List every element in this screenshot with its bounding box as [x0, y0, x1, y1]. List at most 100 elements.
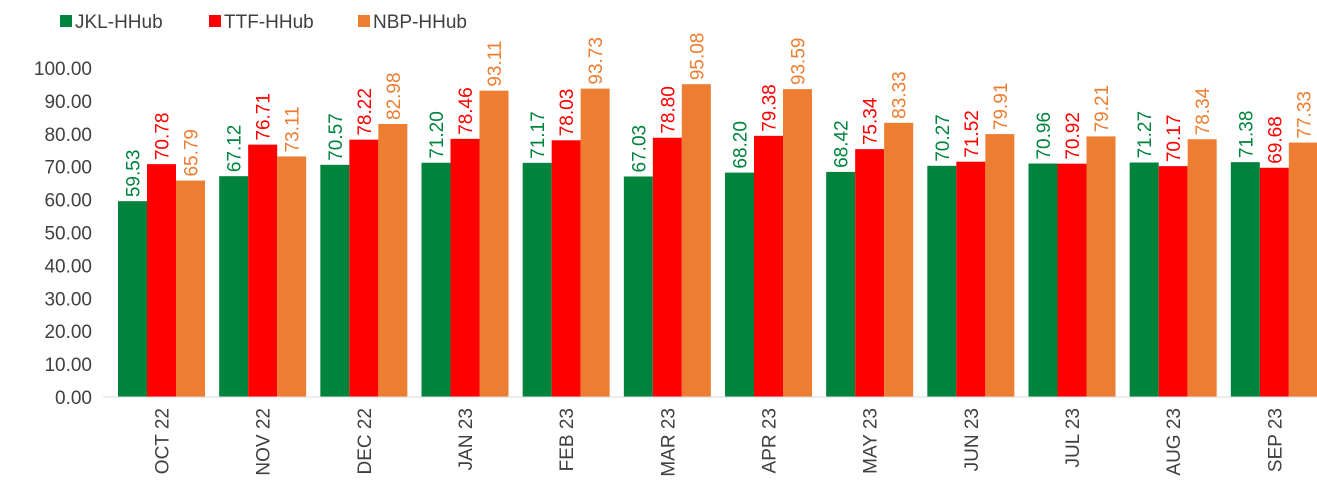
data-label: 70.96 — [1034, 112, 1055, 160]
bar-jkl-hhub-dec-22 — [320, 164, 350, 397]
bar-jkl-hhub-may-23 — [826, 171, 856, 397]
data-label: 93.11 — [485, 41, 506, 87]
y-tick-label: 0.00 — [55, 388, 92, 409]
bar-ttf-hhub-jun-23 — [956, 161, 986, 397]
x-tick-label: AUG 23 — [1164, 408, 1185, 476]
data-label: 78.80 — [658, 86, 679, 134]
y-tick-label: 30.00 — [44, 289, 92, 310]
bar-jkl-hhub-jun-23 — [927, 165, 957, 397]
bar-nbp-hhub-aug-23 — [1187, 139, 1217, 397]
data-label: 69.68 — [1265, 116, 1286, 164]
data-label: 78.22 — [355, 88, 376, 136]
bar-jkl-hhub-mar-23 — [623, 176, 653, 397]
bar-ttf-hhub-nov-22 — [248, 144, 278, 397]
data-label: 68.20 — [731, 121, 752, 169]
legend-item-nbp-hhub: NBP-HHub — [358, 12, 467, 33]
y-tick-label: 50.00 — [44, 224, 92, 245]
x-tick-label: JAN 23 — [456, 408, 477, 470]
bar-jkl-hhub-aug-23 — [1129, 162, 1159, 397]
data-label: 70.17 — [1164, 115, 1185, 163]
legend: JKL-HHub TTF-HHub NBP-HHub — [60, 12, 467, 33]
data-label: 65.79 — [182, 129, 203, 177]
bar-ttf-hhub-oct-22 — [147, 164, 176, 397]
bar-jkl-hhub-jul-23 — [1028, 163, 1058, 397]
data-label: 70.57 — [326, 113, 347, 161]
data-label: 78.46 — [456, 87, 477, 135]
data-label: 59.53 — [124, 150, 145, 198]
x-tick-label: NOV 22 — [254, 408, 275, 476]
bar-ttf-hhub-jul-23 — [1057, 163, 1087, 397]
x-tick-label: FEB 23 — [557, 408, 578, 471]
data-label: 75.34 — [861, 97, 882, 145]
bar-ttf-hhub-dec-22 — [349, 139, 379, 398]
y-tick-label: 80.00 — [44, 125, 92, 146]
y-tick-label: 60.00 — [44, 191, 92, 212]
data-label: 70.78 — [153, 113, 174, 161]
data-label: 79.91 — [991, 83, 1012, 131]
data-label: 76.71 — [254, 93, 275, 141]
legend-item-jkl-hhub: JKL-HHub — [60, 12, 163, 33]
data-label: 68.42 — [832, 120, 853, 168]
legend-label: JKL-HHub — [75, 12, 163, 33]
x-tick-label: JUN 23 — [962, 408, 983, 471]
bar-nbp-hhub-oct-22 — [176, 180, 205, 397]
x-tick-label: APR 23 — [760, 408, 781, 473]
bar-ttf-hhub-jan-23 — [450, 138, 480, 398]
x-tick-label: MAR 23 — [658, 408, 679, 477]
bar-nbp-hhub-jul-23 — [1086, 136, 1116, 397]
bar-ttf-hhub-may-23 — [855, 149, 885, 397]
bar-jkl-hhub-oct-22 — [118, 201, 147, 397]
x-tick-label: JUL 23 — [1063, 408, 1084, 468]
bar-jkl-hhub-apr-23 — [725, 172, 754, 397]
legend-label: TTF-HHub — [224, 12, 314, 33]
data-label: 71.20 — [427, 111, 448, 159]
y-axis: 0.00 10.00 20.00 30.00 40.00 50.00 60.00 70.00 8… — [34, 59, 92, 409]
data-label: 79.21 — [1092, 85, 1113, 133]
x-tick-label: DEC 22 — [355, 408, 376, 475]
x-tick-label: OCT 22 — [153, 408, 174, 474]
bar-ttf-hhub-feb-23 — [551, 140, 581, 397]
data-label: 95.08 — [687, 33, 708, 81]
bar-nbp-hhub-feb-23 — [580, 88, 610, 398]
bars — [118, 84, 1317, 398]
y-tick-label: 40.00 — [44, 256, 92, 277]
bar-ttf-hhub-sep-23 — [1259, 167, 1289, 397]
data-label: 93.73 — [586, 37, 607, 85]
x-tick-label: SEP 23 — [1265, 408, 1286, 472]
data-label: 67.12 — [225, 125, 246, 173]
bar-nbp-hhub-apr-23 — [783, 89, 812, 397]
data-label: 71.52 — [962, 110, 983, 158]
data-label: 82.98 — [384, 72, 405, 120]
y-tick-label: 90.00 — [44, 92, 92, 113]
legend-item-ttf-hhub: TTF-HHub — [209, 12, 314, 33]
legend-swatch — [209, 15, 221, 27]
data-label: 71.38 — [1236, 111, 1257, 159]
data-label: 78.03 — [557, 89, 578, 137]
bar-nbp-hhub-mar-23 — [681, 84, 711, 397]
bar-jkl-hhub-nov-22 — [219, 176, 249, 397]
y-tick-label: 100.00 — [34, 59, 92, 80]
bar-nbp-hhub-may-23 — [884, 122, 914, 397]
bar-ttf-hhub-apr-23 — [754, 135, 783, 398]
x-axis: OCT 22 NOV 22 DEC 22 JAN 23 FEB 23 MAR 23 APR … — [103, 396, 1317, 477]
x-tick-label: MAY 23 — [861, 408, 882, 474]
data-labels: 59.53 67.12 70.57 71.20 71.17 67.03 68.20 68.42… — [124, 33, 1316, 198]
bar-nbp-hhub-jun-23 — [985, 134, 1015, 397]
bar-ttf-hhub-aug-23 — [1158, 166, 1188, 397]
legend-swatch — [358, 15, 370, 27]
bar-nbp-hhub-nov-22 — [277, 156, 307, 397]
data-label: 67.03 — [629, 125, 650, 173]
y-tick-label: 20.00 — [44, 322, 92, 343]
data-label: 70.92 — [1063, 112, 1084, 160]
bar-jkl-hhub-sep-23 — [1230, 162, 1260, 397]
bar-nbp-hhub-sep-23 — [1288, 142, 1317, 397]
data-label: 70.27 — [933, 114, 954, 162]
legend-swatch — [60, 15, 72, 27]
bar-jkl-hhub-jan-23 — [421, 162, 451, 397]
bar-nbp-hhub-jan-23 — [479, 90, 509, 398]
bar-ttf-hhub-mar-23 — [652, 137, 682, 398]
data-label: 71.27 — [1135, 111, 1156, 159]
data-label: 73.11 — [283, 106, 304, 152]
y-tick-label: 10.00 — [44, 355, 92, 376]
